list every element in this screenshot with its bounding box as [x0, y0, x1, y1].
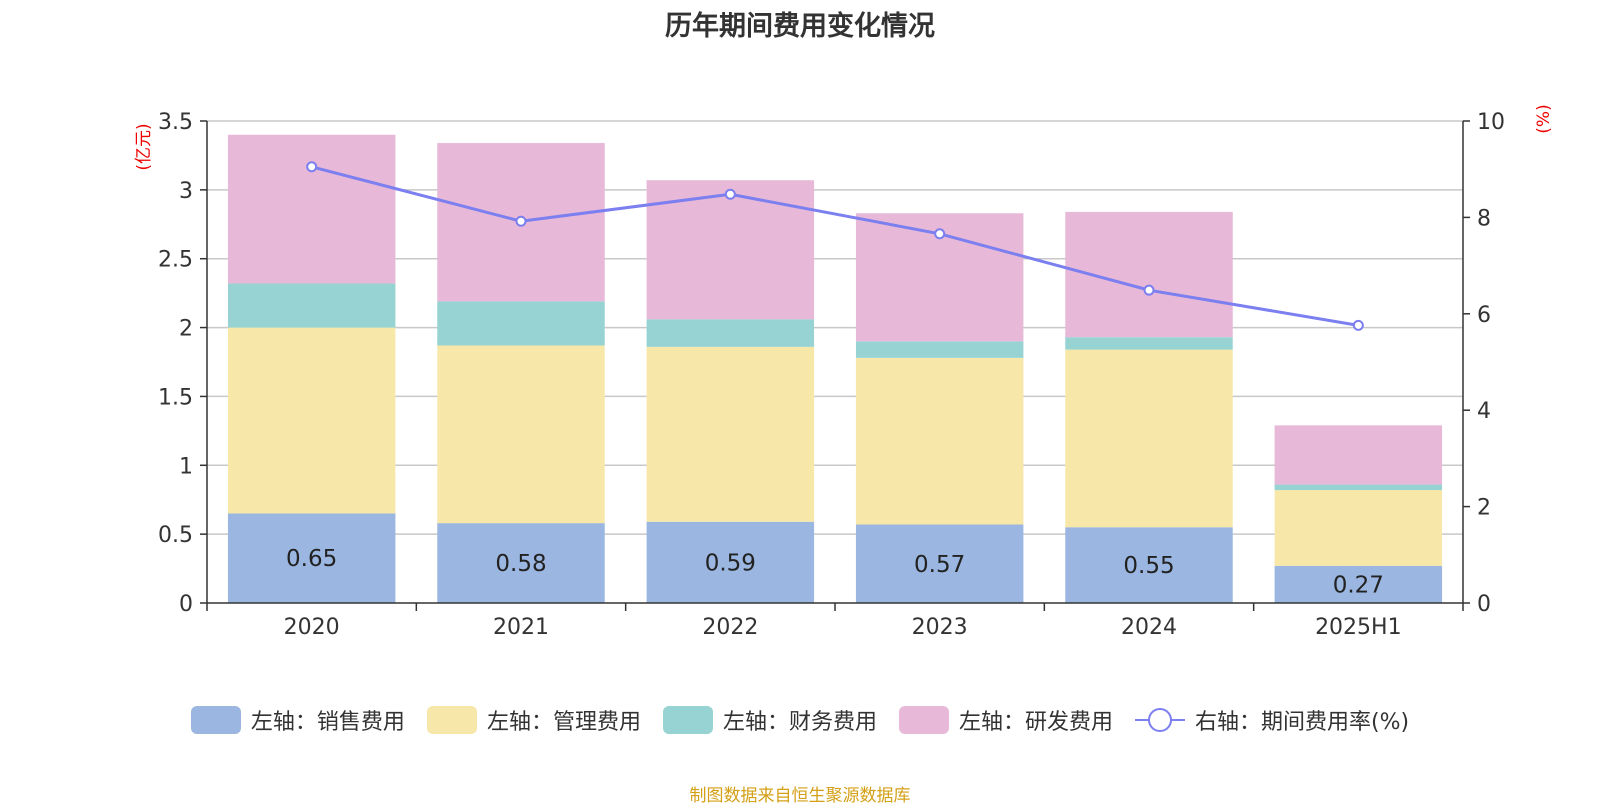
- chart-canvas: 0 0.5 1 1.5 2 2.5 3 3.5 0 2 4 6 8 10 (亿元) (%) 0.65 0.58 0.…: [134, 104, 1554, 640]
- bar-data-label: 0.65: [286, 546, 337, 572]
- bar-segment: [227, 327, 396, 514]
- right-tick-label: 8: [1477, 206, 1491, 231]
- bar-segment: [1065, 349, 1233, 528]
- bar-segment: [227, 283, 396, 328]
- left-tick-label: 0.5: [158, 523, 193, 548]
- right-tick-label: 2: [1477, 496, 1491, 521]
- bar-data-label: 0.59: [705, 550, 756, 576]
- legend-swatch-sales: [190, 706, 241, 734]
- left-tick-label: 0: [179, 592, 193, 617]
- rate-line: [311, 165, 1359, 327]
- legend-item-finance[interactable]: 左轴：财务费用: [662, 704, 877, 736]
- bar-data-label: 0.27: [1333, 572, 1384, 598]
- legend-label-sales: 左轴：销售费用: [250, 710, 405, 735]
- bar-segment: [646, 319, 815, 347]
- right-tick-label: 0: [1477, 592, 1491, 617]
- bar-segment: [1274, 490, 1443, 566]
- bar-segment: [1274, 425, 1443, 485]
- bar-segment: [1274, 484, 1443, 491]
- data-source-note: 制图数据来自恒生聚源数据库: [689, 786, 911, 806]
- rate-point: [1352, 319, 1364, 331]
- legend-label-finance: 左轴：财务费用: [722, 710, 877, 735]
- legend-label-rate: 右轴：期间费用率(%): [1194, 710, 1410, 735]
- x-tick-label: 2020: [284, 615, 340, 640]
- legend-line-circle-icon: [1134, 706, 1185, 734]
- bar-segment: [227, 134, 396, 284]
- legend-label-rd: 左轴：研发费用: [958, 710, 1113, 735]
- right-tick-label: 4: [1477, 399, 1491, 424]
- bar-segment: [855, 341, 1024, 358]
- bar-segment: [1274, 565, 1443, 603]
- bar-segment: [1065, 337, 1233, 350]
- bar-segment: [437, 345, 605, 524]
- left-tick-label: 2.5: [158, 248, 193, 273]
- rate-point: [306, 161, 318, 173]
- legend: 左轴：销售费用 左轴：管理费用 左轴：财务费用 左轴：研发费用 右轴：期间费用率…: [0, 704, 1600, 736]
- left-tick-label: 1.5: [158, 385, 193, 410]
- x-tick-label: 2023: [912, 615, 968, 640]
- bar-segment: [437, 301, 605, 346]
- rate-point: [1143, 284, 1155, 296]
- left-tick-label: 3: [179, 179, 193, 204]
- left-tick-label: 2: [179, 317, 193, 342]
- legend-swatch-rd: [898, 706, 949, 734]
- right-tick-label: 6: [1477, 303, 1491, 328]
- bar-segment: [1065, 527, 1233, 603]
- x-tick-label: 2025H1: [1315, 615, 1402, 640]
- bar-data-label: 0.57: [914, 552, 965, 578]
- legend-swatch-admin: [426, 706, 477, 734]
- right-axis-unit-label: (%): [1534, 104, 1554, 133]
- x-tick-label: 2022: [702, 615, 758, 640]
- legend-item-sales[interactable]: 左轴：销售费用: [190, 704, 405, 736]
- x-tick-label: 2024: [1121, 615, 1177, 640]
- left-tick-label: 1: [179, 454, 193, 479]
- rate-point: [515, 215, 527, 227]
- chart-title: 历年期间费用变化情况: [665, 11, 935, 42]
- rate-point: [934, 228, 946, 240]
- left-tick-label: 3.5: [158, 110, 193, 135]
- bar-data-label: 0.58: [495, 551, 546, 577]
- legend-item-rate[interactable]: 右轴：期间费用率(%): [1134, 704, 1410, 736]
- legend-swatch-finance: [662, 706, 713, 734]
- bar-segment: [855, 357, 1024, 525]
- x-tick-label: 2021: [493, 615, 549, 640]
- bar-segment: [437, 523, 605, 603]
- bar-segment: [646, 521, 815, 603]
- left-axis-unit-label: (亿元): [134, 123, 154, 170]
- bar-segment: [646, 346, 815, 522]
- bar-segment: [227, 513, 396, 603]
- legend-label-admin: 左轴：管理费用: [486, 710, 641, 735]
- rate-point: [724, 188, 736, 200]
- bar-data-label: 0.55: [1123, 553, 1174, 579]
- legend-item-rd[interactable]: 左轴：研发费用: [898, 704, 1113, 736]
- legend-item-admin[interactable]: 左轴：管理费用: [426, 704, 641, 736]
- bar-segment: [855, 524, 1024, 603]
- right-tick-label: 10: [1477, 110, 1505, 135]
